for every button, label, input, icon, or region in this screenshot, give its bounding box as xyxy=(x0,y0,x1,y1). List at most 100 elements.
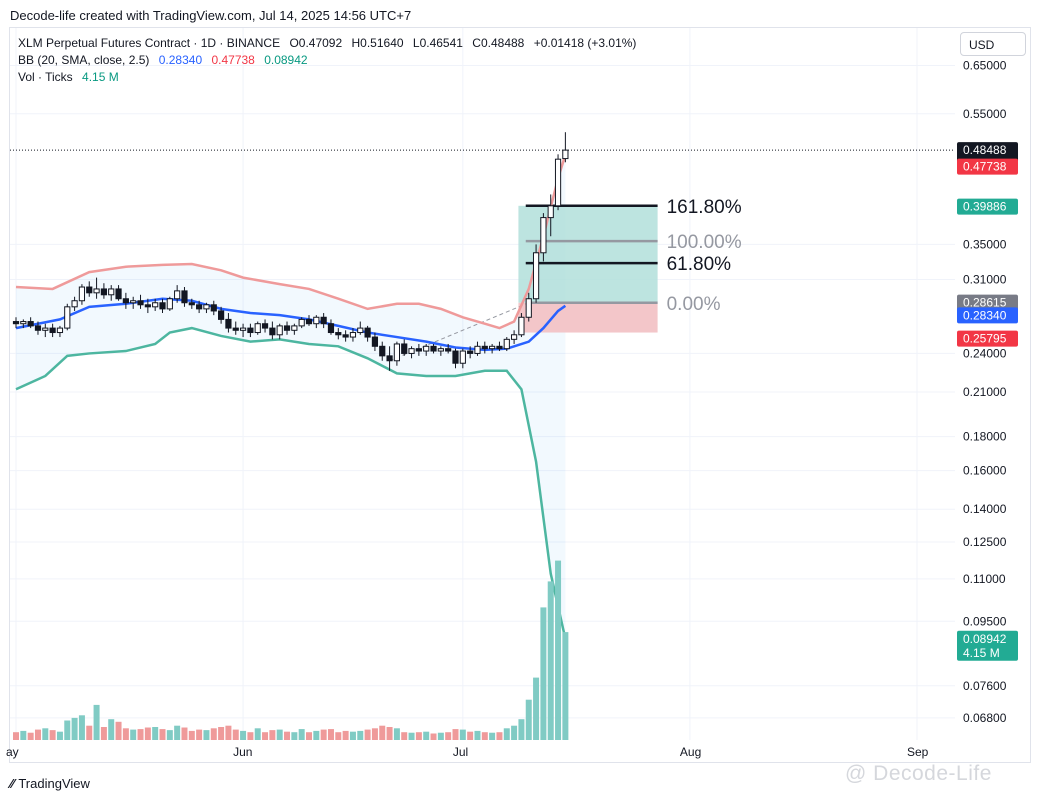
volume-bar xyxy=(71,717,78,740)
legend-vol-label[interactable]: Vol · Ticks xyxy=(18,70,73,84)
volume-bar xyxy=(122,728,129,740)
candle-body xyxy=(379,345,386,357)
volume-bar xyxy=(357,730,364,740)
candle-body xyxy=(20,321,27,325)
volume-bar xyxy=(313,730,320,740)
currency-selector[interactable]: USD xyxy=(960,32,1026,56)
candle xyxy=(379,341,386,361)
volume-bar xyxy=(86,725,93,740)
tradingview-logo: ⁄⁄ TradingView xyxy=(10,776,90,791)
candle xyxy=(291,323,298,335)
candle-body xyxy=(122,298,129,304)
candle xyxy=(342,330,349,342)
y-tick-label: 0.55000 xyxy=(963,107,1007,121)
legend-bb-label[interactable]: BB (20, SMA, close, 2.5) xyxy=(18,53,150,67)
candle xyxy=(174,285,181,303)
price-badge-bg xyxy=(957,307,1018,324)
price-badge-value: 0.28340 xyxy=(963,308,1007,322)
volume-bar xyxy=(166,730,173,740)
x-tick-label: Jul xyxy=(453,745,468,759)
candle-body xyxy=(496,345,503,350)
price-badge: 0.47738 xyxy=(957,158,1018,175)
candle-body xyxy=(56,327,64,334)
x-tick-label: Aug xyxy=(680,745,701,759)
legend-symbol[interactable]: XLM Perpetual Futures Contract · 1D · BI… xyxy=(18,36,281,50)
candle-body xyxy=(144,304,151,308)
legend-vol-value: 4.15 M xyxy=(82,70,119,84)
volume-bar xyxy=(371,728,378,740)
candle-body xyxy=(159,302,166,310)
candle xyxy=(313,315,320,329)
candle xyxy=(371,332,379,352)
y-tick-label: 0.18000 xyxy=(963,430,1007,444)
volume-bar xyxy=(42,728,49,740)
volume-bar xyxy=(291,732,298,740)
volume-bar xyxy=(364,729,371,740)
volume-bar xyxy=(452,729,459,740)
candle-body xyxy=(335,332,342,336)
candle xyxy=(166,296,173,311)
legend-open: O0.47092 xyxy=(289,36,343,50)
volume-bar xyxy=(533,677,540,740)
legend-bb-basis: 0.28340 xyxy=(158,53,203,67)
candle-body xyxy=(254,323,261,334)
legend-change: +0.01418 (+3.01%) xyxy=(533,36,637,50)
candle xyxy=(86,281,93,297)
candle-body xyxy=(532,252,540,300)
candle-body xyxy=(511,334,518,340)
x-tick-label: Sep xyxy=(907,745,929,759)
volume-bar xyxy=(20,730,27,740)
candle xyxy=(247,323,254,338)
candle xyxy=(305,315,313,326)
candle-body xyxy=(152,302,159,308)
candle xyxy=(42,323,49,338)
candle-body xyxy=(474,345,481,354)
fib-level-label: 161.80% xyxy=(667,197,742,218)
candle-body xyxy=(196,304,203,310)
candle-body xyxy=(393,343,400,362)
volume-bar xyxy=(503,728,510,740)
candle xyxy=(196,300,203,314)
volume-bar xyxy=(108,719,115,740)
price-badge-value: 0.39886 xyxy=(963,200,1007,214)
price-badge: 0.28615 xyxy=(957,294,1018,311)
candle xyxy=(64,303,71,331)
candle-body xyxy=(276,325,283,336)
candle xyxy=(78,284,86,305)
candle xyxy=(283,321,291,335)
fib-level-label: 61.80% xyxy=(667,254,732,275)
candle xyxy=(401,339,408,356)
volume-bar xyxy=(232,729,239,740)
candle xyxy=(415,343,422,356)
candle xyxy=(554,154,562,211)
candle xyxy=(489,343,496,354)
volume-bar xyxy=(218,727,225,740)
x-tick-label: Jun xyxy=(233,745,252,759)
candle-body xyxy=(34,325,42,331)
candle-body xyxy=(320,316,327,325)
volume-bar xyxy=(335,732,342,740)
price-badge: 0.39886 xyxy=(957,198,1018,215)
candle xyxy=(349,328,357,342)
price-badge-bg xyxy=(957,158,1018,175)
candle-body xyxy=(225,318,232,329)
chart-credit: Decode-life created with TradingView.com… xyxy=(10,8,412,23)
volume-bar xyxy=(401,732,408,740)
volume-bar xyxy=(34,729,41,740)
volume-bar xyxy=(262,732,269,740)
volume-bar xyxy=(555,560,562,740)
volume-bar xyxy=(225,725,232,740)
legend-high: H0.51640 xyxy=(351,36,404,50)
chart-frame xyxy=(9,27,1031,763)
candle xyxy=(100,283,108,299)
candle xyxy=(335,328,342,340)
y-tick-label: 0.31000 xyxy=(963,272,1007,286)
tradingview-logo-icon: ⁄⁄ xyxy=(10,776,15,791)
candle xyxy=(203,302,210,314)
x-tick-label: ay xyxy=(6,745,19,759)
candle-body xyxy=(445,348,452,352)
candle xyxy=(496,341,503,352)
candle xyxy=(34,321,42,335)
volume-bar xyxy=(49,730,56,740)
